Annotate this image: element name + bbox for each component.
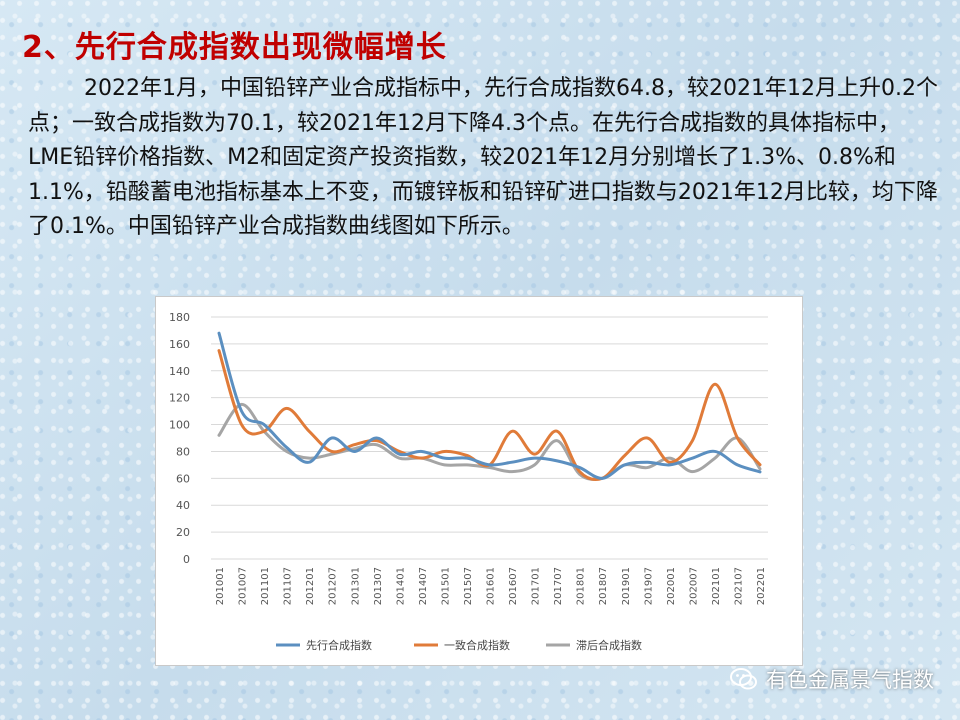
- x-tick-label: 201507: [463, 567, 474, 605]
- line-chart-panel: 0 20 40 60 80 100 120 140 160 180 201001 201007 2011…: [155, 296, 803, 666]
- y-tick-label: 160: [169, 338, 190, 351]
- x-tick-label: 201101: [260, 567, 271, 605]
- x-tick-label: 201601: [486, 567, 497, 605]
- x-tick-label: 202007: [688, 567, 699, 605]
- y-tick-label: 180: [169, 311, 190, 324]
- x-tick-label: 201001: [215, 567, 226, 605]
- x-tick-label: 201301: [350, 567, 361, 605]
- x-tick-label: 202101: [711, 567, 722, 605]
- x-tick-label: 201007: [238, 567, 249, 605]
- x-tick-label: 201907: [643, 567, 654, 605]
- line-chart: 0 20 40 60 80 100 120 140 160 180 201001 201007 2011…: [169, 311, 768, 652]
- legend-label-2: 滞后合成指数: [576, 638, 642, 652]
- x-tick-label: 202001: [666, 567, 677, 605]
- series-line-0: [217, 331, 762, 480]
- y-tick-label: 80: [176, 445, 190, 458]
- x-tick-label: 201807: [598, 567, 609, 605]
- wechat-watermark: 有色金属景气指数: [730, 664, 934, 694]
- watermark-text: 有色金属景气指数: [766, 668, 934, 692]
- section-heading: 2、先行合成指数出现微幅增长: [22, 30, 447, 65]
- x-tick-label: 201607: [508, 567, 519, 605]
- x-tick-label: 201407: [418, 567, 429, 605]
- y-tick-label: 20: [176, 526, 190, 539]
- x-tick-label: 201801: [576, 567, 587, 605]
- x-tick-label: 201207: [328, 567, 339, 605]
- y-tick-label: 120: [169, 392, 190, 405]
- wechat-icon: [730, 667, 758, 691]
- x-tick-label: 201707: [553, 567, 564, 605]
- x-tick-label: 201107: [283, 567, 294, 605]
- legend-label-0: 先行合成指数: [306, 638, 372, 652]
- summary-paragraph: 2022年1月，中国铅锌产业合成指标中，先行合成指数64.8，较2021年12月…: [28, 76, 938, 239]
- y-tick-label: 100: [169, 419, 190, 432]
- x-tick-label: 202107: [733, 567, 744, 605]
- y-tick-label: 140: [169, 365, 190, 378]
- x-tick-label: 202201: [756, 567, 767, 605]
- series-line-2: [217, 402, 762, 481]
- legend-label-1: 一致合成指数: [444, 638, 510, 652]
- x-tick-label: 201201: [305, 567, 316, 605]
- x-tick-label: 201307: [373, 567, 384, 605]
- x-tick-label: 201401: [395, 567, 406, 605]
- x-tick-label: 201901: [621, 567, 632, 605]
- y-tick-label: 0: [183, 553, 190, 566]
- x-tick-label: 201701: [531, 567, 542, 605]
- y-tick-label: 60: [176, 472, 190, 485]
- x-tick-label: 201501: [440, 567, 451, 605]
- y-tick-label: 40: [176, 499, 190, 512]
